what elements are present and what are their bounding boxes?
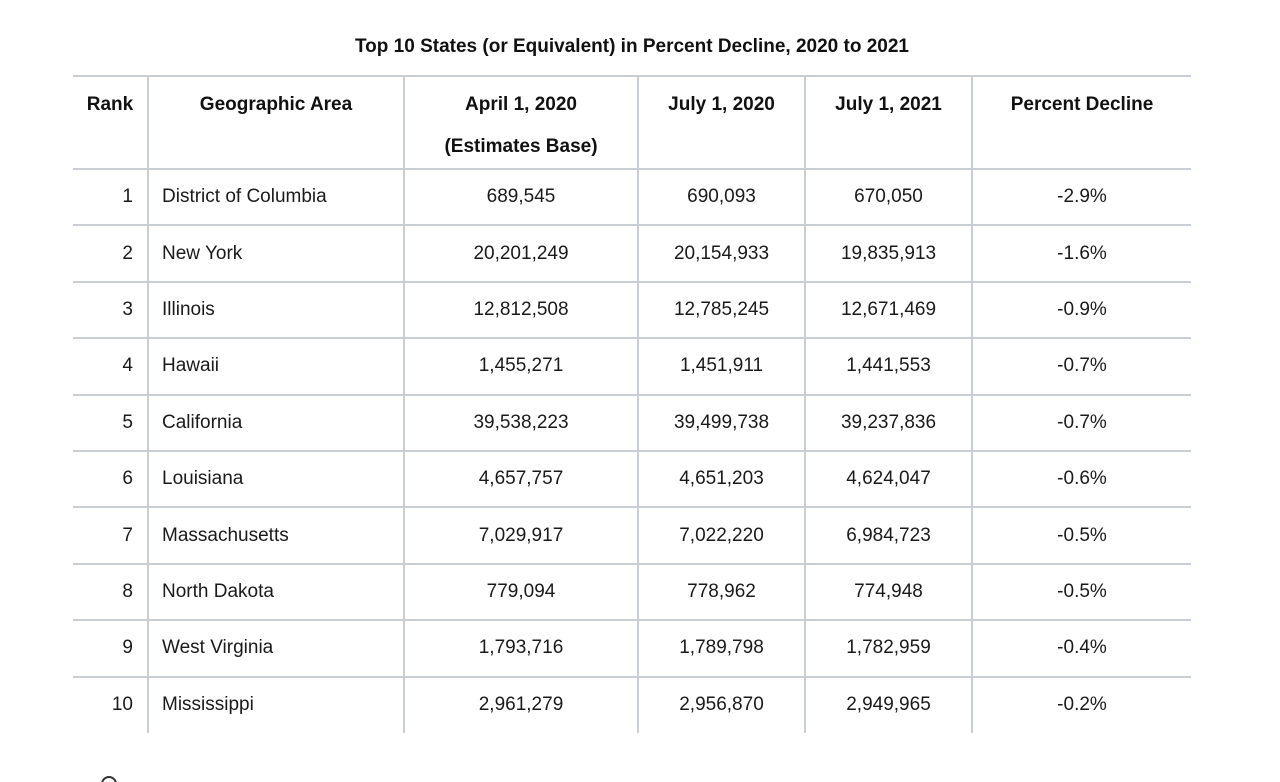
cell-april-2020: 1,793,716 [403,620,638,678]
cell-rank: 5 [73,394,148,452]
cell-area: West Virginia [147,620,404,678]
cell-area: Massachusetts [147,507,404,565]
cell-july-2021: 4,624,047 [804,450,972,509]
population-decline-table: Rank Geographic Area April 1, 2020 (Esti… [73,75,1191,733]
cell-rank: 1 [73,169,148,227]
cell-july-2020: 778,962 [637,563,805,622]
cell-area: Hawaii [147,338,404,396]
cell-percent-decline: -0.6% [971,450,1191,509]
table-row: 6 Louisiana 4,657,757 4,651,203 4,624,04… [73,450,1191,509]
cell-rank: 2 [73,225,148,283]
table-row: 8 North Dakota 779,094 778,962 774,948 -… [73,563,1191,622]
cell-april-2020: 4,657,757 [403,450,638,509]
cell-july-2020: 690,093 [637,169,805,227]
cell-july-2021: 39,237,836 [804,394,972,452]
header-percent-decline: Percent Decline [971,75,1191,170]
cell-april-2020: 7,029,917 [403,507,638,565]
header-row: Rank Geographic Area April 1, 2020 (Esti… [73,75,1191,170]
cell-percent-decline: -0.7% [971,394,1191,452]
header-rank: Rank [73,75,148,170]
cell-percent-decline: -0.5% [971,507,1191,565]
cell-rank: 4 [73,338,148,396]
cell-july-2021: 19,835,913 [804,225,972,283]
header-geographic-area: Geographic Area [147,75,404,170]
header-april-2020-line1: April 1, 2020 [465,94,577,115]
cell-april-2020: 2,961,279 [403,676,638,733]
cell-percent-decline: -2.9% [971,169,1191,227]
table-row: 1 District of Columbia 689,545 690,093 6… [73,169,1191,227]
cell-july-2020: 12,785,245 [637,281,805,340]
cell-july-2021: 670,050 [804,169,972,227]
cell-april-2020: 20,201,249 [403,225,638,283]
table-row: 5 California 39,538,223 39,499,738 39,23… [73,394,1191,452]
cell-july-2020: 1,789,798 [637,620,805,678]
table-row: 3 Illinois 12,812,508 12,785,245 12,671,… [73,281,1191,340]
cell-area: Louisiana [147,450,404,509]
cell-area: California [147,394,404,452]
cell-april-2020: 779,094 [403,563,638,622]
cell-july-2020: 4,651,203 [637,450,805,509]
cell-april-2020: 12,812,508 [403,281,638,340]
cell-percent-decline: -0.4% [971,620,1191,678]
cell-percent-decline: -0.9% [971,281,1191,340]
cell-july-2021: 1,441,553 [804,338,972,396]
cell-area: Mississippi [147,676,404,733]
cell-area: New York [147,225,404,283]
cell-area: District of Columbia [147,169,404,227]
header-april-2020-line2: (Estimates Base) [444,136,598,157]
cell-rank: 3 [73,281,148,340]
circle-icon [101,776,117,782]
cell-percent-decline: -0.2% [971,676,1191,733]
cell-july-2021: 1,782,959 [804,620,972,678]
cell-rank: 10 [111,694,133,716]
cell-rank: 8 [73,563,148,622]
cell-july-2021: 2,949,965 [804,676,972,733]
table-row: 10 Mississippi 2,961,279 2,956,870 2,949… [73,676,1191,733]
cell-area: Illinois [147,281,404,340]
table-row: 7 Massachusetts 7,029,917 7,022,220 6,98… [73,507,1191,565]
cell-july-2021: 774,948 [804,563,972,622]
cell-july-2021: 12,671,469 [804,281,972,340]
cell-rank: 9 [73,620,148,678]
cell-july-2020: 2,956,870 [637,676,805,733]
cell-july-2020: 39,499,738 [637,394,805,452]
cell-july-2020: 20,154,933 [637,225,805,283]
cell-percent-decline: -1.6% [971,225,1191,283]
cell-percent-decline: -0.5% [971,563,1191,622]
table-row: 2 New York 20,201,249 20,154,933 19,835,… [73,225,1191,283]
cell-july-2020: 7,022,220 [637,507,805,565]
cell-rank: 6 [73,450,148,509]
table-row: 4 Hawaii 1,455,271 1,451,911 1,441,553 -… [73,338,1191,396]
cell-april-2020: 39,538,223 [403,394,638,452]
table-body: 1 District of Columbia 689,545 690,093 6… [73,169,1191,733]
cell-percent-decline: -0.7% [971,338,1191,396]
cell-area: North Dakota [147,563,404,622]
header-april-2020: April 1, 2020 (Estimates Base) [403,75,638,170]
header-july-2020: July 1, 2020 [637,75,805,170]
table-row: 9 West Virginia 1,793,716 1,789,798 1,78… [73,620,1191,678]
cell-april-2020: 1,455,271 [403,338,638,396]
header-july-2021: July 1, 2021 [804,75,972,170]
cell-july-2021: 6,984,723 [804,507,972,565]
table-title: Top 10 States (or Equivalent) in Percent… [354,36,909,57]
cell-rank: 7 [73,507,148,565]
cell-april-2020: 689,545 [403,169,638,227]
cell-july-2020: 1,451,911 [637,338,805,396]
